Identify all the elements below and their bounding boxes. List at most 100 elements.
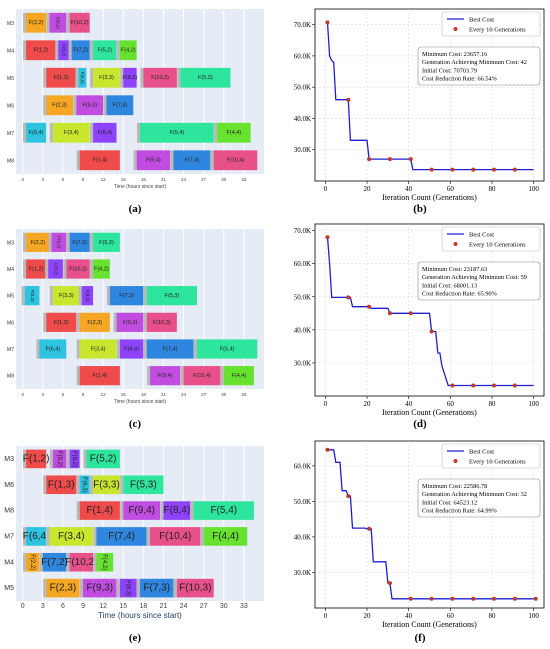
task-label: F(3,3) xyxy=(59,293,74,299)
x-tick-label: 30 xyxy=(221,392,227,397)
machine-label: M7 xyxy=(4,533,14,540)
marker-point xyxy=(346,97,351,102)
machine-label: M8 xyxy=(7,158,14,164)
x-axis-title: Time (hours since start) xyxy=(114,399,167,405)
y-tick-label: 70.0K xyxy=(294,21,311,29)
marker-point xyxy=(325,20,330,25)
task-label: F(3,4) xyxy=(91,346,106,352)
x-tick-label: 18 xyxy=(141,177,147,182)
x-tick-label: 12 xyxy=(101,392,107,397)
cost-svg-b: 30.0K 40.0K 50.0K 60.0K 70.0K 0 20 40 60 80 100 Ite… xyxy=(294,8,545,202)
stats-box xyxy=(417,46,541,86)
task-label: F(10,3) xyxy=(153,320,171,326)
task-label: F(2,3) xyxy=(52,103,67,109)
task-bar-f-5-3 xyxy=(146,286,197,306)
y-tick-label: 30.0K xyxy=(294,359,311,367)
task-bar-f-8-3 xyxy=(123,67,137,88)
x-tick-label: 6 xyxy=(62,177,65,182)
marker-point xyxy=(492,596,497,601)
stats-line: Cost Reduction Rate: 64.99% xyxy=(422,508,498,515)
y-tick-label: 30.0K xyxy=(294,146,311,154)
x-axis-title: Iteration Count (Generations) xyxy=(382,193,477,202)
x-tick-label: 80 xyxy=(488,400,496,408)
task-bar-f-10-4 xyxy=(150,527,201,546)
marker-point xyxy=(450,167,455,172)
x-tick-label: 100 xyxy=(528,612,539,620)
x-tick-label: 18 xyxy=(139,603,147,610)
task-label: F(9,2) xyxy=(57,236,62,249)
task-bar-f-6-4 xyxy=(26,527,47,546)
x-tick-label: 9 xyxy=(82,177,85,182)
task-label: F(3,4) xyxy=(64,130,79,136)
cost-chart-b: 30.0K 40.0K 50.0K 60.0K 70.0K 0 20 40 60 80 100 Ite… xyxy=(285,3,550,203)
marker-point xyxy=(471,596,476,601)
marker-point xyxy=(387,581,392,586)
task-bar-f-7-2 xyxy=(42,552,67,572)
task-bar-f-1-4 xyxy=(79,501,120,520)
panel-label-e: (e) xyxy=(128,632,142,644)
setup-block xyxy=(36,339,40,359)
x-tick-label: 27 xyxy=(201,392,207,397)
setup-block xyxy=(90,67,94,88)
x-tick-label: 0 xyxy=(324,612,328,620)
x-tick-label: 21 xyxy=(161,392,167,397)
marker-point xyxy=(450,596,455,601)
task-label: F(6,3) xyxy=(30,290,35,303)
setup-block xyxy=(180,366,184,386)
task-bar-f-1-2 xyxy=(26,449,47,469)
setup-block xyxy=(49,286,53,306)
x-tick-label: 60 xyxy=(447,185,455,193)
task-bar-f-2-3 xyxy=(46,95,73,116)
marker-point xyxy=(512,596,517,601)
marker-point xyxy=(408,157,413,162)
task-label: F(1,2) xyxy=(29,266,44,272)
task-bar-f-9-2 xyxy=(51,232,67,252)
task-label: F(9,4) xyxy=(146,158,161,164)
x-tick-label: 80 xyxy=(488,185,496,193)
task-label: F(1,4) xyxy=(92,373,107,379)
setup-block xyxy=(214,122,218,143)
setup-block xyxy=(68,40,72,61)
gantt-svg-e: M3 F(1,2) F(9,2) F(8,2) F(5,2) M6 F(1,3) F(6,3)… xyxy=(4,446,264,620)
task-bar-f-3-4 xyxy=(52,122,90,143)
task-bar-f-8-2 xyxy=(48,259,63,279)
task-bar-f-5-3 xyxy=(123,475,164,495)
task-label: F(7,4) xyxy=(163,346,178,352)
panel-label-c: (c) xyxy=(128,418,142,430)
setup-block xyxy=(76,339,80,359)
machine-label: M5 xyxy=(7,294,14,300)
plot-area xyxy=(16,446,264,601)
y-tick-label: 40.0K xyxy=(294,326,311,334)
marker-point xyxy=(471,167,476,172)
setup-block xyxy=(75,67,79,88)
task-label: F(10,4) xyxy=(193,373,211,379)
marker-point xyxy=(367,304,372,309)
marker-point xyxy=(471,383,476,388)
task-bar-f-1-2 xyxy=(26,40,57,61)
task-bar-f-10-3 xyxy=(143,67,177,88)
setup-block xyxy=(21,286,25,306)
legend-label: Best Cost xyxy=(469,232,494,239)
marker-point xyxy=(533,596,538,601)
setup-block xyxy=(76,366,80,386)
setup-block xyxy=(23,232,27,252)
setup-block xyxy=(170,150,174,171)
stats-line: Minimum Cost: 23187.63 xyxy=(422,266,487,273)
task-bar-f-10-3 xyxy=(176,578,214,598)
setup-block xyxy=(66,552,70,572)
setup-block xyxy=(143,286,147,306)
machine-label: M4 xyxy=(4,559,14,566)
setup-block xyxy=(66,12,70,33)
x-tick-label: 18 xyxy=(141,392,147,397)
task-label: F(7,3) xyxy=(143,583,170,594)
plot-frame xyxy=(314,8,545,182)
marker-point xyxy=(512,167,517,172)
task-bar-f-3-4 xyxy=(49,527,94,546)
task-bar-f-4-2 xyxy=(96,552,114,572)
task-bar-f-1-2 xyxy=(26,259,47,279)
setup-block xyxy=(43,95,47,116)
task-bar-f-4-4 xyxy=(217,122,251,143)
task-bar-f-4-2 xyxy=(119,40,137,61)
setup-block xyxy=(177,67,181,88)
task-bar-f-1-4 xyxy=(79,150,120,171)
